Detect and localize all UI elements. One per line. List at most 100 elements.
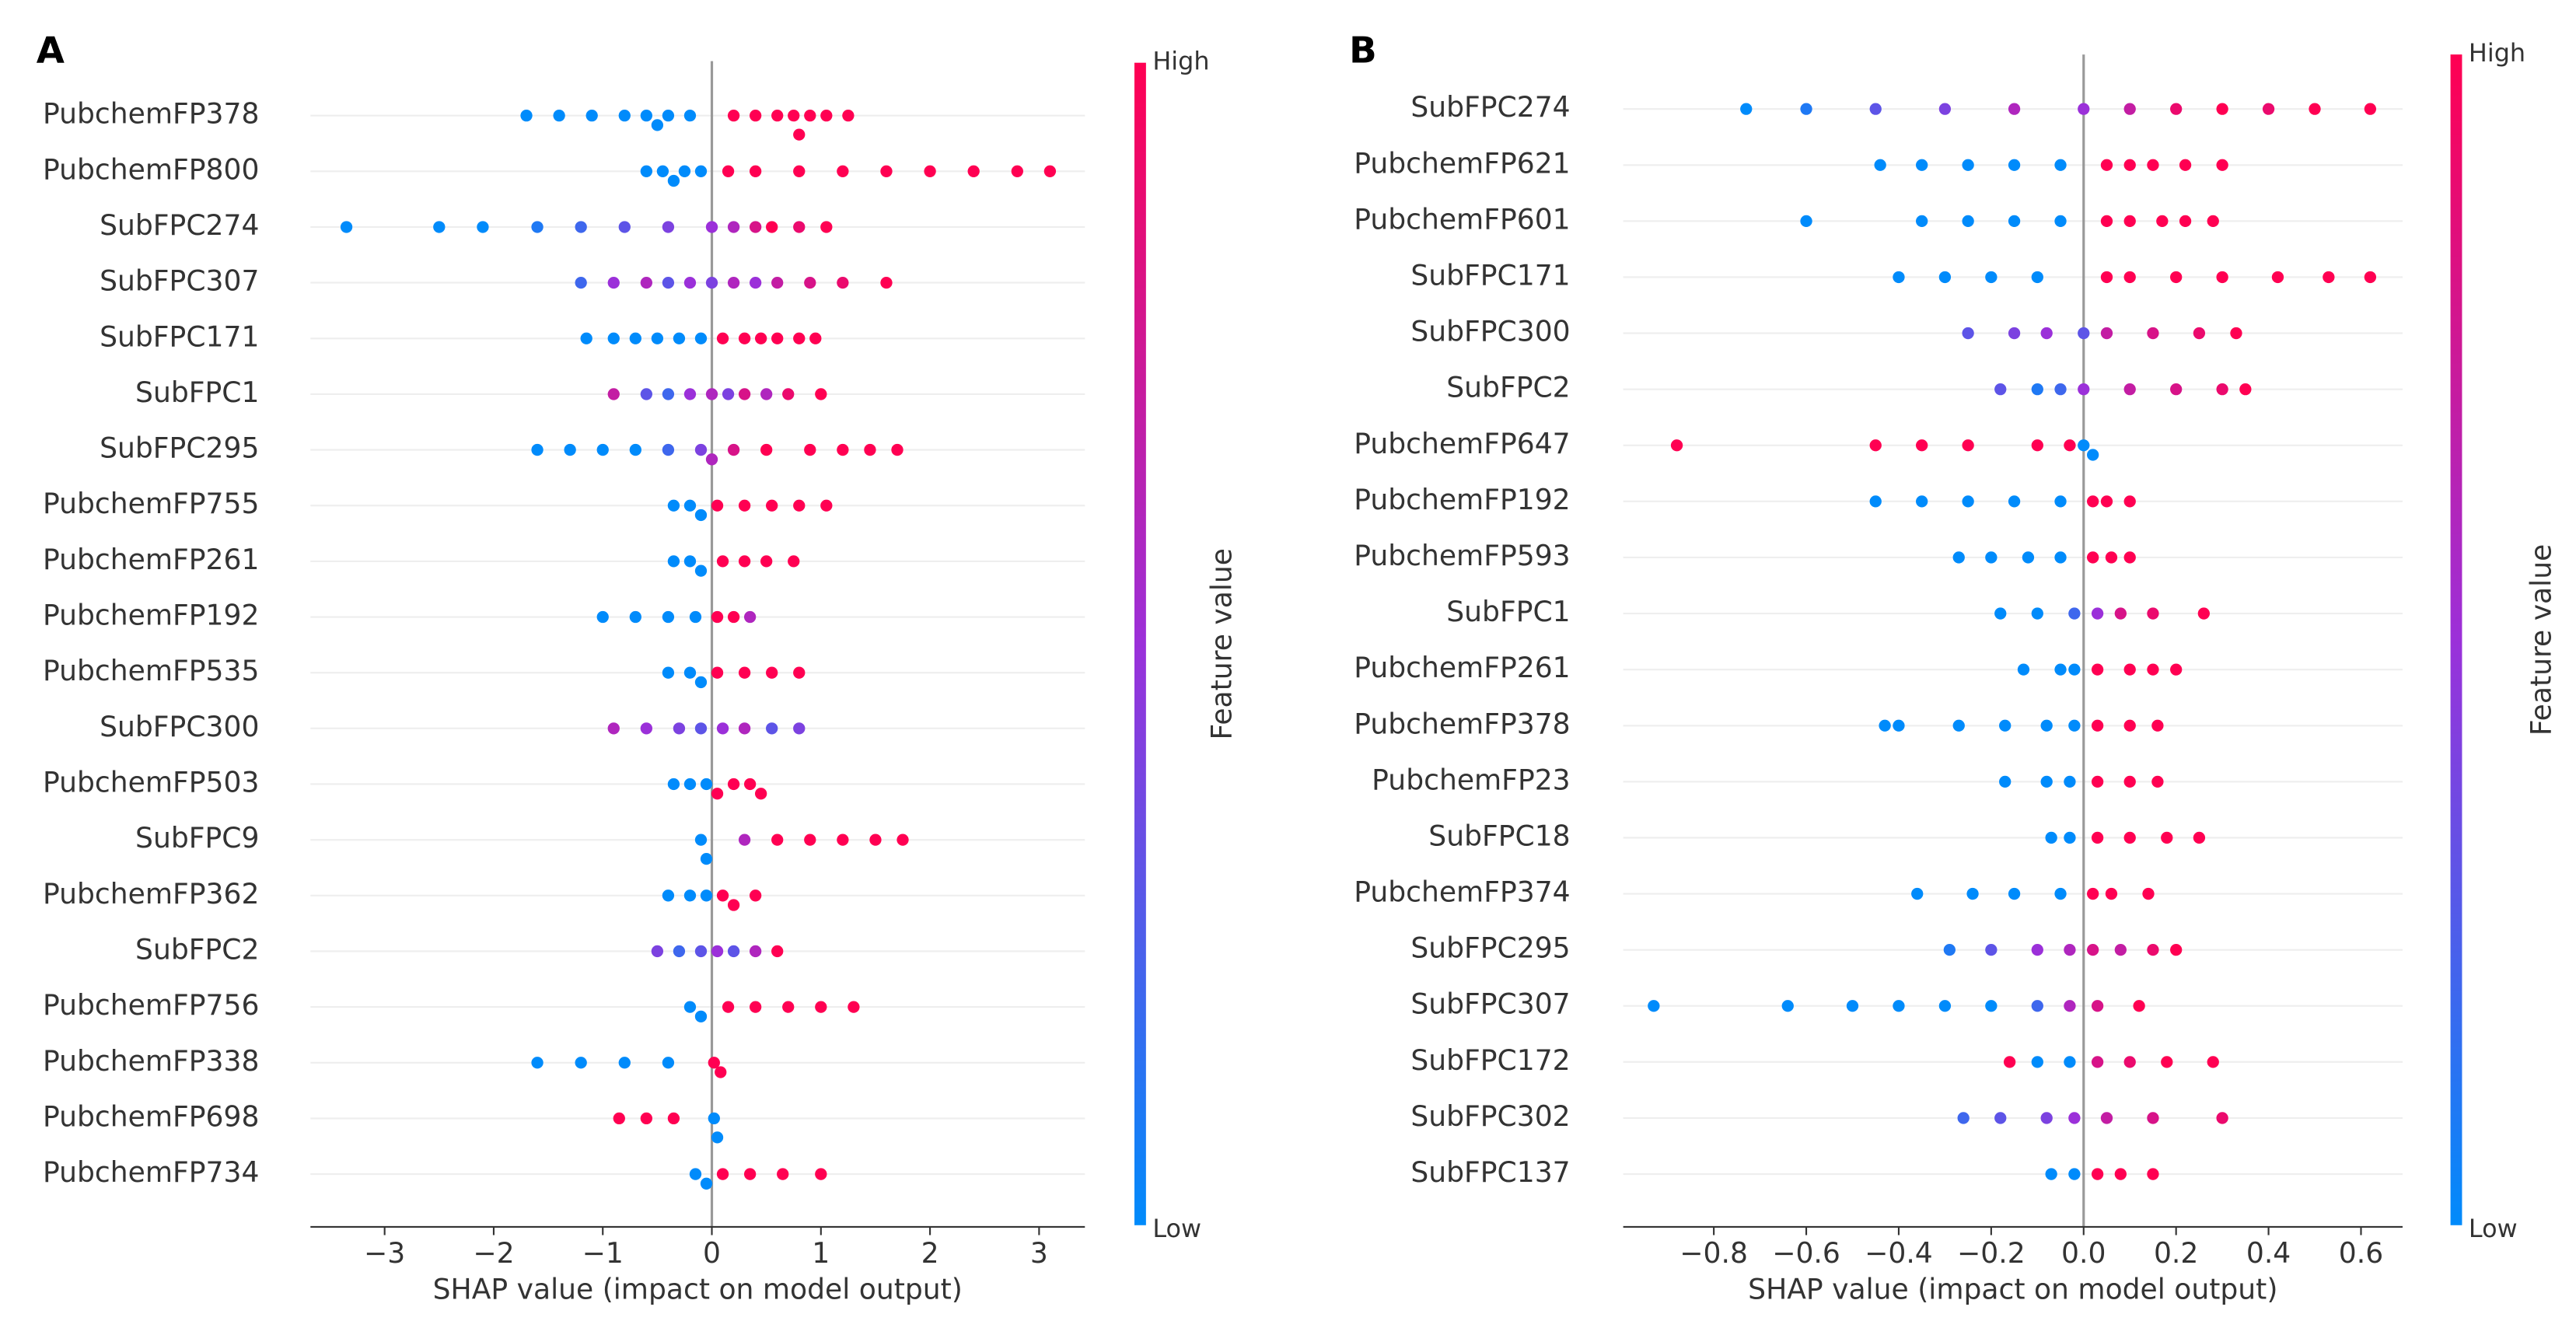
shap-dot: [1916, 495, 1928, 508]
shap-dot: [1800, 215, 1812, 228]
shap-dot: [1869, 495, 1882, 508]
feature-label: PubchemFP755: [43, 487, 259, 520]
shap-dot: [689, 1168, 702, 1180]
shap-dot: [771, 945, 784, 958]
shap-dot: [700, 778, 713, 791]
shap-dot: [2068, 663, 2081, 676]
shap-dot: [2170, 663, 2183, 676]
shap-dot: [749, 221, 762, 233]
shap-dot: [640, 1112, 652, 1125]
shap-dot: [880, 276, 893, 289]
shap-dot: [2064, 775, 2076, 788]
shap-dot: [766, 499, 778, 512]
shap-dot: [1740, 103, 1753, 115]
shap-dot: [662, 610, 675, 624]
feature-label: PubchemFP261: [43, 543, 259, 576]
shap-dot: [716, 1168, 729, 1180]
shap-dot: [708, 1057, 720, 1069]
shap-dot: [2193, 327, 2206, 340]
shap-dot: [2147, 944, 2159, 956]
shap-dot: [700, 1177, 713, 1190]
shap-dot: [2147, 159, 2159, 171]
shap-dot: [880, 165, 893, 177]
feature-label: SubFPC295: [1410, 931, 1570, 965]
shap-dot: [683, 889, 697, 902]
shap-dot: [1985, 551, 1998, 564]
shap-dot: [793, 221, 806, 233]
panel-label: B: [1349, 30, 1377, 72]
shap-dot: [2040, 719, 2053, 732]
shap-dot: [2091, 1056, 2104, 1068]
x-axis-label: SHAP value (impact on model output): [433, 1273, 963, 1306]
shap-dot: [2003, 1056, 2016, 1068]
shap-dot: [1846, 1000, 1859, 1012]
feature-label: PubchemFP374: [1354, 875, 1570, 909]
shap-dot: [1966, 887, 1979, 900]
shap-dot: [793, 165, 806, 177]
shap-dot: [2133, 1000, 2145, 1012]
shap-dot: [749, 1001, 762, 1013]
shap-dot: [640, 722, 652, 735]
shap-dot: [2064, 831, 2076, 844]
shap-dot: [2147, 1168, 2159, 1180]
shap-dot: [2161, 1056, 2173, 1068]
shap-dot: [2054, 383, 2067, 396]
shap-dot: [2147, 607, 2159, 620]
colorbar-low: Low: [1152, 1214, 1201, 1243]
shap-dot: [793, 128, 806, 141]
shap-dot: [1938, 271, 1952, 284]
shap-dot: [607, 276, 620, 289]
shap-dot: [2008, 159, 2021, 171]
shap-dot: [662, 889, 675, 902]
shap-dot: [607, 388, 620, 400]
shap-dot: [2179, 159, 2192, 171]
shap-dot: [727, 221, 740, 233]
shap-dot: [2216, 159, 2228, 171]
shap-dot: [2008, 103, 2021, 115]
shap-dot: [2078, 383, 2090, 396]
shap-dot: [531, 1057, 544, 1069]
shap-dot: [804, 443, 816, 456]
shap-dot: [2078, 327, 2090, 340]
shap-dot: [2161, 831, 2173, 844]
shap-dot: [1938, 103, 1952, 115]
shap-dot: [1893, 719, 1905, 732]
shap-dot: [711, 945, 724, 958]
shap-dot: [2147, 327, 2159, 340]
shap-dot: [2054, 551, 2067, 564]
shap-dot: [2008, 215, 2021, 228]
shap-dot: [2207, 1056, 2219, 1068]
shap-dot: [2216, 103, 2228, 115]
shap-dot: [722, 1001, 735, 1013]
shap-dot: [1962, 439, 1974, 452]
shap-dot: [2054, 215, 2067, 228]
shap-dot: [722, 388, 735, 400]
shap-dot: [1962, 327, 1974, 340]
colorbar-high: High: [2469, 38, 2525, 68]
shap-dot: [667, 499, 680, 512]
shap-dot: [2216, 1112, 2228, 1124]
shap-dot: [2105, 887, 2118, 900]
shap-dot: [815, 388, 827, 400]
shap-dot: [705, 388, 718, 400]
shap-dot: [613, 1112, 625, 1125]
shap-dot: [2091, 1000, 2104, 1012]
shap-dot: [788, 110, 800, 122]
shap-dot: [760, 443, 773, 456]
shap-dot: [837, 165, 849, 177]
shap-dot: [2207, 215, 2219, 228]
shap-dot: [2100, 215, 2113, 228]
shap-dot: [2054, 663, 2067, 676]
shap-dot: [967, 165, 980, 177]
shap-dot: [477, 221, 489, 233]
shap-dot: [2364, 103, 2377, 115]
shap-dot: [673, 722, 686, 735]
shap-dot: [1952, 719, 1965, 732]
shap-dot: [2151, 775, 2164, 788]
shap-dot: [575, 276, 587, 289]
shap-dot: [662, 221, 675, 233]
shap-dot: [2216, 383, 2228, 396]
shap-dot: [2064, 944, 2076, 956]
shap-dot: [848, 1001, 860, 1013]
